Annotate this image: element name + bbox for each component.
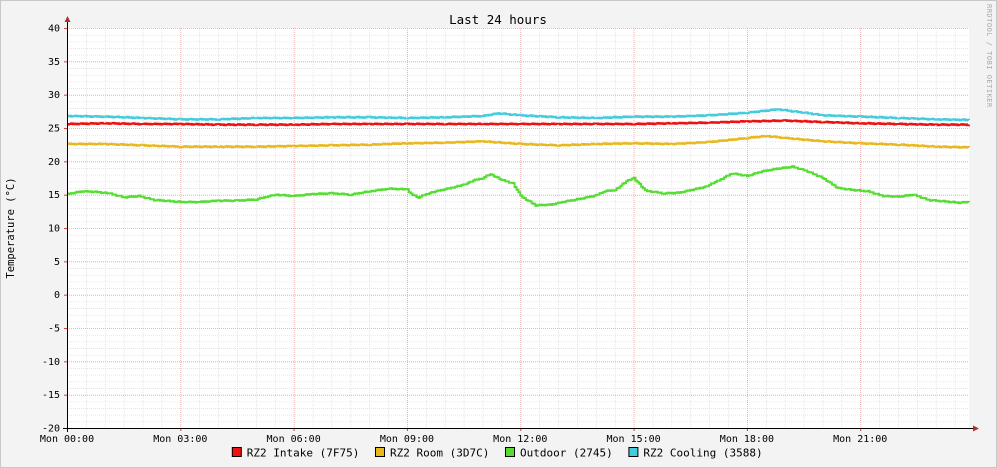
y-tick-label: -15: [42, 390, 60, 401]
y-axis-arrow: [64, 16, 71, 22]
x-tick-label: Mon 09:00: [380, 434, 434, 445]
y-tick-label: 5: [54, 257, 60, 268]
axes: [63, 16, 979, 432]
legend-swatch: [505, 447, 515, 457]
series-line: [67, 134, 970, 149]
x-tick-label: Mon 18:00: [720, 434, 774, 445]
x-tick-label: Mon 15:00: [606, 434, 660, 445]
y-tick-label: 35: [48, 57, 60, 68]
legend-swatch: [231, 447, 242, 457]
y-tick-label: 15: [48, 190, 60, 201]
legend-swatch: [375, 447, 385, 457]
y-tick-label: -5: [48, 324, 60, 335]
series-line: [67, 108, 970, 122]
y-tick-label: 25: [48, 124, 60, 135]
x-tick-labels: Mon 00:00 Mon 03:00 Mon 06:00 Mon 09:00 Mon …: [40, 434, 887, 445]
y-tick-label: 30: [48, 90, 60, 101]
y-tick-label: 10: [48, 224, 60, 235]
series-line: [67, 119, 970, 127]
legend: RZ2 Intake (7F75) RZ2 Room (3D7C) Outdoor …: [231, 447, 763, 460]
chart-title: Last 24 hours: [449, 12, 547, 27]
series-lines: [67, 108, 970, 207]
x-axis-arrow: [973, 425, 979, 432]
legend-item: RZ2 Room (3D7C): [375, 447, 489, 460]
legend-swatch: [628, 447, 639, 457]
y-tick-label: 40: [48, 24, 60, 35]
y-tick-label: -20: [42, 424, 60, 435]
y-tick-label: 20: [48, 157, 60, 168]
legend-label: RZ2 Room (3D7C): [390, 447, 489, 460]
minor-grid: [67, 28, 969, 428]
legend-item: RZ2 Cooling (3588): [628, 447, 763, 460]
y-tick-labels: 40 35 30 25 20 15 10 5 0 -5 -10 -15 -20: [42, 24, 60, 435]
legend-item: Outdoor (2745): [505, 447, 613, 460]
y-axis-label: Temperature (°C): [5, 177, 17, 278]
legend-label: RZ2 Intake (7F75): [247, 447, 360, 460]
legend-item: RZ2 Intake (7F75): [231, 447, 360, 460]
plot-area: [67, 28, 969, 428]
legend-label: RZ2 Cooling (3588): [643, 447, 762, 460]
x-tick-label: Mon 00:00: [40, 434, 94, 445]
x-tick-label: Mon 06:00: [267, 434, 321, 445]
series-line: [67, 165, 970, 207]
y-tick-label: -10: [42, 357, 60, 368]
watermark: RRDTOOL / TOBI OETIKER: [985, 4, 993, 108]
y-tick-label: 0: [54, 290, 60, 301]
x-tick-label: Mon 03:00: [153, 434, 207, 445]
x-tick-label: Mon 21:00: [833, 434, 887, 445]
legend-label: Outdoor (2745): [520, 447, 613, 460]
x-tick-label: Mon 12:00: [493, 434, 547, 445]
